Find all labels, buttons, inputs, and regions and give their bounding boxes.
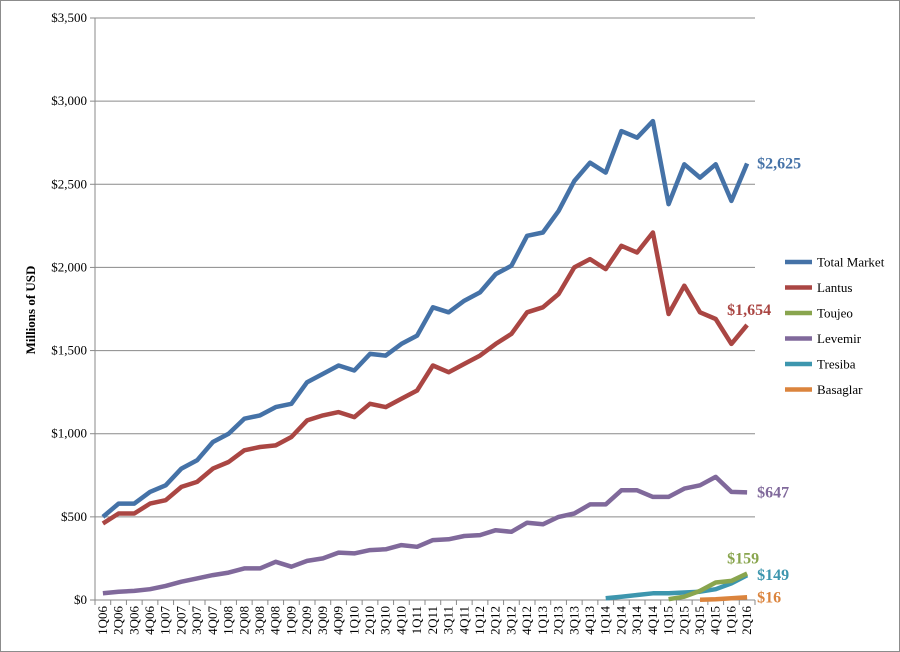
y-tick-label: $2,000	[51, 259, 87, 274]
series-line	[668, 571, 749, 602]
x-tick-label: 4Q15	[708, 606, 723, 635]
x-tick-label: 2Q07	[173, 606, 188, 635]
series-line	[699, 595, 748, 602]
y-tick-labels: $0 $500 $1,000 $1,500 $2,000 $2,500 $3,000 $3,5…	[51, 10, 87, 607]
y-tick-label: $1,000	[51, 426, 87, 441]
x-tick-label: 4Q13	[582, 606, 597, 635]
x-tick-label: 3Q07	[189, 606, 204, 635]
legend-entry: Basaglar	[817, 382, 863, 397]
grid-lines	[90, 17, 756, 605]
x-tick-label: 4Q07	[205, 606, 220, 635]
y-tick-label: $500	[61, 509, 87, 524]
x-tick-label: 1Q07	[158, 606, 173, 635]
x-tick-label: 1Q09	[283, 606, 298, 635]
y-tick-label: $2,500	[51, 176, 87, 191]
series-line	[101, 230, 749, 526]
x-tick-label: 2Q14	[613, 606, 628, 635]
legend-entry: Tresiba	[817, 357, 856, 372]
end-value-label: $1,654	[727, 302, 771, 319]
series-line	[101, 118, 750, 519]
y-axis-label: Millions of USD	[23, 266, 38, 355]
x-tick-label: 2Q08	[236, 606, 251, 635]
end-value-label: $647	[757, 484, 789, 501]
end-labels: $2,625 $1,654 $159 $647 $149 $16	[727, 156, 801, 607]
legend-entry: Levemir	[817, 331, 862, 346]
x-tick-label: 2Q15	[676, 606, 691, 635]
x-tick-label: 4Q06	[142, 606, 157, 635]
series-line	[102, 474, 748, 596]
x-tick-label: 4Q10	[393, 606, 408, 635]
x-tick-label: 1Q08	[221, 606, 236, 635]
x-tick-label: 3Q10	[378, 606, 393, 635]
y-tick-label: $0	[74, 592, 87, 607]
x-tick-label: 3Q14	[629, 606, 644, 635]
end-value-label: $159	[727, 551, 759, 568]
x-tick-label: 2Q12	[488, 606, 503, 635]
x-tick-label: 1Q12	[472, 606, 487, 635]
x-tick-label: 3Q06	[126, 606, 141, 635]
y-tick-label: $3,500	[51, 10, 87, 25]
x-tick-label: 4Q11	[456, 606, 471, 634]
x-tick-label: 4Q14	[645, 606, 660, 635]
x-tick-label: 1Q10	[346, 606, 361, 635]
x-tick-label: 3Q11	[441, 606, 456, 634]
series-lines	[101, 118, 750, 602]
legend: Total Market Lantus Toujeo Levemir Tresiba Ba…	[785, 255, 885, 397]
end-value-label: $2,625	[757, 156, 801, 173]
x-tick-label: 3Q15	[692, 606, 707, 635]
x-tick-label: 4Q12	[519, 606, 534, 635]
end-value-label: $149	[757, 567, 789, 584]
x-tick-label: 2Q11	[425, 606, 440, 634]
x-tick-label: 2Q13	[551, 606, 566, 635]
x-tick-label: 4Q08	[268, 606, 283, 635]
x-tick-label: 3Q13	[566, 606, 581, 635]
series-line	[605, 573, 749, 601]
y-tick-label: $3,000	[51, 93, 87, 108]
x-tick-labels: 1Q06 2Q06 3Q06 4Q06 1Q07 2Q07 3Q07 4Q07 1Q08 2Q08…	[95, 606, 754, 635]
x-tick-label: 3Q09	[315, 606, 330, 635]
x-tick-label: 1Q11	[409, 606, 424, 634]
x-tick-label: 1Q14	[598, 606, 613, 635]
legend-entry: Toujeo	[817, 306, 853, 321]
x-tick-label: 1Q15	[661, 606, 676, 635]
y-tick-label: $1,500	[51, 343, 87, 358]
x-tick-label: 2Q10	[362, 606, 377, 635]
x-tick-label: 2Q16	[739, 606, 754, 635]
x-tick-label: 4Q09	[331, 606, 346, 635]
x-tick-label: 1Q06	[95, 606, 110, 635]
x-tick-label: 1Q13	[535, 606, 550, 635]
end-value-label: $16	[757, 589, 781, 606]
x-tick-label: 1Q16	[723, 606, 738, 635]
x-tick-label: 3Q08	[252, 606, 267, 635]
legend-entry: Total Market	[817, 255, 885, 270]
x-tick-label: 2Q06	[111, 606, 126, 635]
x-tick-label: 3Q12	[503, 606, 518, 635]
legend-entry: Lantus	[817, 280, 852, 295]
x-tick-label: 2Q09	[299, 606, 314, 635]
